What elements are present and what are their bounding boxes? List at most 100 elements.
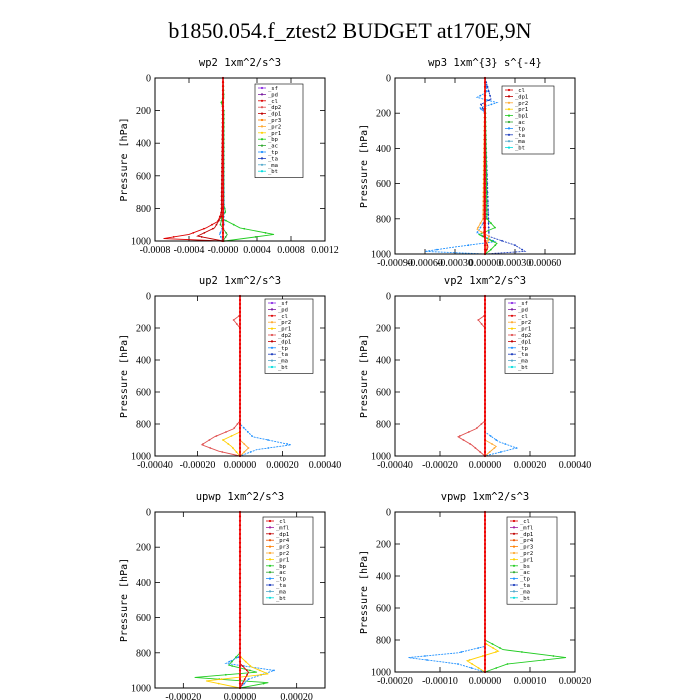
- x-tick-label: -0.00030: [437, 258, 473, 269]
- series-point-dp2: [458, 435, 461, 437]
- series-point-bt: [238, 410, 242, 414]
- series-point-pr2: [487, 239, 489, 242]
- x-tick-label: -0.0008: [140, 245, 171, 256]
- legend-entry: _tp: [268, 150, 278, 156]
- series-point-dp2: [202, 443, 204, 445]
- series-point-bt: [221, 191, 225, 194]
- series-point-bt: [483, 322, 487, 326]
- y-axis-label: Pressure [hPa]: [359, 334, 370, 418]
- series-point-bt: [483, 654, 487, 658]
- legend: _cl_dp1_pr2_pr1_bp1_ac_tp_ta_ma_bt: [501, 85, 555, 155]
- series-point-pr1: [235, 451, 238, 453]
- series-point-bt: [238, 374, 242, 378]
- series-point-tp: [426, 659, 428, 661]
- series-point-bt: [483, 622, 487, 626]
- series-point-bt: [483, 666, 487, 670]
- series-point-bt: [238, 330, 242, 334]
- legend-box: [506, 516, 558, 605]
- series-point-cl: [243, 678, 246, 681]
- series-point-bt: [483, 410, 487, 414]
- series-point-bt: [238, 426, 242, 430]
- series-point-bt: [238, 590, 242, 593]
- x-tick-label: -0.0000: [208, 245, 239, 256]
- legend-marker: [510, 365, 514, 369]
- series-point-bt: [483, 129, 487, 132]
- legend-marker: [268, 596, 272, 599]
- legend-marker: [268, 519, 272, 523]
- series-point-bt: [221, 121, 225, 124]
- series-point-dp2: [221, 451, 224, 453]
- series-point-bt: [238, 422, 242, 426]
- legend-marker: [270, 327, 274, 330]
- legend-marker: [507, 114, 511, 117]
- series-point-dp1: [220, 199, 223, 202]
- legend-entry: _dp1: [515, 94, 528, 100]
- series-point-cl: [241, 665, 244, 667]
- series-point-dp1: [220, 211, 223, 214]
- series-point-bt: [483, 646, 487, 650]
- series-point-bt: [238, 394, 242, 398]
- series-point-bt: [238, 629, 242, 632]
- y-axis-label: Pressure [hPa]: [119, 558, 130, 642]
- series-point-bt: [221, 80, 225, 84]
- legend-entry: _pr2: [268, 124, 281, 130]
- series-point-bt: [483, 314, 487, 318]
- legend-entry: _ma: [515, 139, 525, 145]
- x-tick-label: 0.00000: [224, 692, 257, 700]
- series-point-bt: [238, 568, 242, 571]
- series-point-bp: [224, 673, 227, 676]
- series-point-pr2: [493, 447, 496, 449]
- legend-entry: _tp: [520, 577, 530, 583]
- legend-entry: _tp: [276, 577, 286, 583]
- x-tick-label: 0.00000: [469, 258, 502, 269]
- x-tick-label: 0.0012: [311, 245, 339, 256]
- series-point-bt: [238, 326, 242, 330]
- series-point-bt: [483, 386, 487, 390]
- series-point-bt: [238, 537, 242, 540]
- x-tick-label: 0.00010: [514, 676, 547, 687]
- series-point-bp1: [485, 195, 488, 198]
- x-tick-label: 0.00020: [559, 676, 592, 687]
- series-point-bp1: [485, 187, 488, 189]
- series-point-dp1: [200, 236, 203, 238]
- series-point-bt: [483, 306, 487, 310]
- series-point-bt: [221, 211, 225, 214]
- series-point-bt: [221, 89, 225, 92]
- legend-entry: _pr4: [520, 538, 534, 544]
- x-tick-label: -0.00020: [165, 692, 201, 700]
- series-point-bt: [483, 354, 487, 358]
- series-point-bt: [483, 598, 487, 602]
- legend-marker: [512, 564, 516, 567]
- series-point-bt: [483, 85, 487, 88]
- series-point-pr1: [492, 647, 494, 649]
- series-point-bp1: [486, 217, 488, 220]
- legend-entry: _dp1: [276, 532, 289, 538]
- series-point-bp: [231, 665, 234, 667]
- series-point-tp: [476, 231, 479, 233]
- series-point-bt: [483, 248, 487, 251]
- legend-entry: _ma: [518, 359, 528, 365]
- series-point-bt: [238, 342, 242, 346]
- panel-1: wp2 1xm^2/s^3 Pressure [hPa] 0 200 400 600 800…: [119, 57, 339, 256]
- y-tick-label: 1000: [131, 237, 151, 248]
- series-point-bt: [238, 616, 242, 619]
- series-point-bt: [483, 390, 487, 394]
- series-point-cl: [202, 227, 205, 230]
- series-point-bp1: [481, 235, 484, 238]
- legend-marker: [260, 163, 264, 166]
- legend-marker: [510, 321, 514, 324]
- series-point-dp2: [476, 427, 478, 429]
- series-point-bt: [483, 570, 487, 574]
- legend-marker: [268, 583, 272, 587]
- plot-frame: [154, 295, 326, 457]
- series-point-bt: [238, 673, 242, 676]
- legend-marker: [268, 590, 272, 593]
- series-point-bt: [238, 546, 242, 549]
- series-point-pr2: [480, 231, 483, 233]
- legend-entry: _ta: [518, 352, 528, 358]
- series-point-bt: [238, 515, 242, 518]
- y-tick-label: 1000: [371, 452, 391, 463]
- series-point-bt: [221, 186, 225, 190]
- series-point-dp2: [235, 323, 238, 325]
- series-point-bt: [238, 438, 242, 442]
